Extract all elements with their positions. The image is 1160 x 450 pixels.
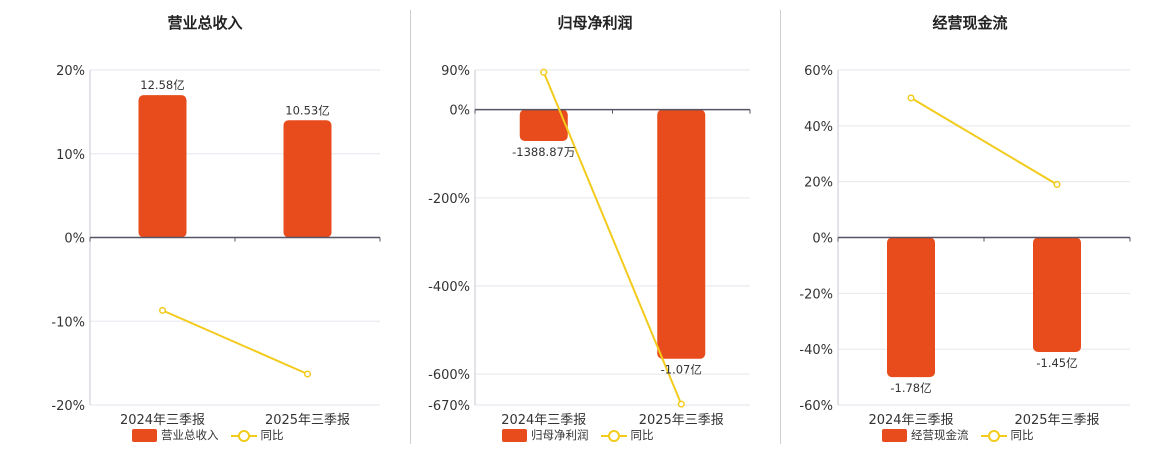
y-tick-label: -20%: [51, 399, 85, 414]
chart-title: 归母净利润: [557, 14, 633, 32]
legend-line-swatch: [600, 429, 627, 442]
legend: 营业总收入 同比: [132, 427, 284, 443]
y-tick-label: -200%: [428, 192, 470, 207]
bar: [138, 95, 187, 238]
y-tick-label: 0%: [812, 232, 833, 247]
chart-svg-net-profit: 90% 0% -200% -400% -600% -670% 2024年三季报 2025年三季…: [428, 64, 751, 428]
legend-label-line: 同比: [630, 428, 654, 442]
bar: [887, 237, 935, 378]
data-label: -1.78亿: [890, 381, 931, 395]
bar: [283, 120, 332, 238]
y-tick-label: 20%: [804, 176, 833, 191]
chart-panel-revenue: 营业总收入 20% 10% 0% -10% -20% 2024年三季报 2025年三季报 12…: [0, 0, 410, 450]
data-label: -1.07亿: [661, 363, 702, 377]
legend-bar-swatch: [882, 428, 907, 442]
legend: 归母净利润 同比: [502, 427, 654, 443]
x-tick-label: 2024年三季报: [501, 413, 586, 428]
divider: [780, 10, 781, 444]
series-line: [542, 71, 683, 405]
line-point: [1053, 180, 1061, 189]
legend-label-bar: 营业总收入: [161, 428, 219, 442]
legend-line-swatch: [230, 429, 257, 442]
bar: [1033, 237, 1081, 352]
legend: 经营现金流 同比: [882, 427, 1034, 443]
line-point: [158, 306, 167, 314]
y-tick-label: -400%: [428, 280, 470, 295]
x-tick-label: 2025年三季报: [265, 413, 350, 428]
chart-panel-cash-flow: 经营现金流 60% 40% 20% 0% -20% -40% -60% 2024年三季报 202…: [780, 0, 1160, 450]
legend-label-bar: 归母净利润: [531, 428, 589, 442]
line-point: [540, 68, 548, 76]
legend-label-line: 同比: [260, 428, 284, 442]
y-tick-label: 40%: [804, 120, 833, 135]
bar: [519, 109, 568, 141]
data-label: 12.58亿: [140, 78, 184, 92]
series-line: [910, 97, 1058, 186]
y-tick-label: -20%: [799, 287, 833, 302]
y-tick-label: 0%: [64, 232, 85, 247]
data-label: -1388.87万: [512, 145, 575, 159]
chart-svg-cash-flow: 60% 40% 20% 0% -20% -40% -60% 2024年三季报 2025年三季报 -…: [799, 64, 1131, 428]
chart-svg-revenue: 20% 10% 0% -10% -20% 2024年三季报 2025年三季报 12.58亿 10…: [51, 64, 381, 428]
x-tick-label: 2024年三季报: [120, 413, 205, 428]
y-tick-label: 20%: [56, 64, 85, 79]
series-line: [162, 309, 308, 375]
legend-label-bar: 经营现金流: [911, 428, 969, 442]
y-tick-label: -600%: [428, 368, 470, 383]
legend-line-swatch: [980, 429, 1007, 442]
chart-panel-net-profit: 归母净利润 90% 0% -200% -400% -600% -670% 2024年三季报 2…: [410, 0, 780, 450]
y-tick-label: 90%: [441, 64, 470, 79]
legend-bar-swatch: [132, 428, 157, 442]
y-tick-label: -10%: [51, 315, 85, 330]
line-point: [677, 400, 685, 408]
x-tick-label: 2025年三季报: [1014, 413, 1099, 428]
chart-title: 营业总收入: [167, 14, 243, 32]
bar: [657, 109, 706, 359]
legend-label-line: 同比: [1010, 428, 1034, 442]
divider: [410, 10, 411, 444]
x-tick-label: 2025年三季报: [639, 413, 724, 428]
chart-title: 经营现金流: [932, 14, 1008, 32]
data-label: -1.45亿: [1036, 356, 1077, 370]
legend-bar-swatch: [502, 428, 527, 442]
y-tick-label: 10%: [56, 148, 85, 163]
y-tick-label: -670%: [428, 399, 470, 414]
y-tick-label: 0%: [449, 104, 470, 119]
y-tick-label: -60%: [799, 399, 833, 414]
x-tick-label: 2024年三季报: [868, 413, 953, 428]
y-tick-label: -40%: [799, 343, 833, 358]
data-label: 10.53亿: [285, 103, 329, 117]
line-point: [303, 370, 312, 378]
y-tick-label: 60%: [804, 64, 833, 79]
line-point: [907, 94, 915, 102]
